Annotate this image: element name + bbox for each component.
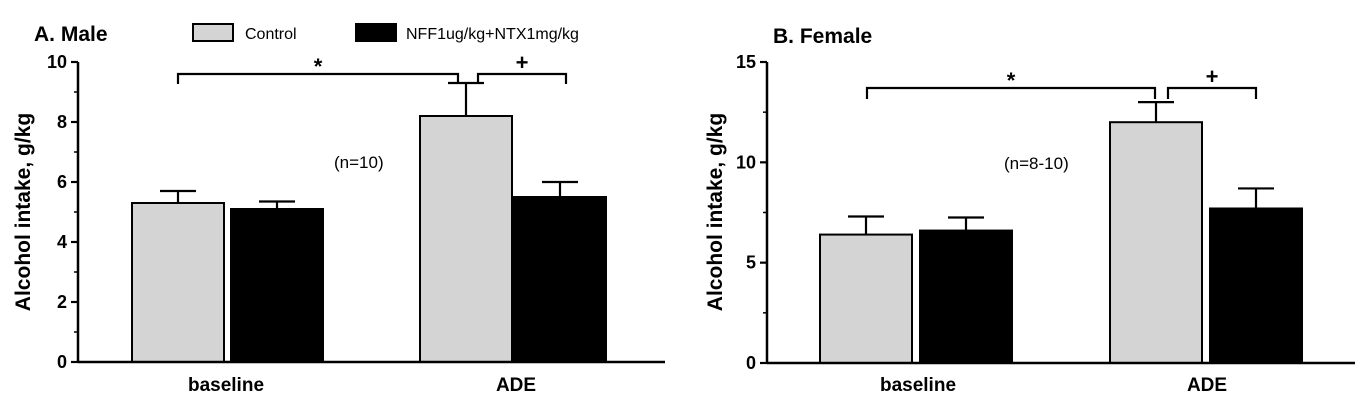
bar <box>513 196 607 363</box>
bar <box>419 115 513 363</box>
y-tick-label: 8 <box>57 112 67 132</box>
bar <box>230 208 324 363</box>
y-tick-label: 10 <box>736 152 756 172</box>
significance-bracket <box>1166 86 1258 99</box>
y-tick-label: 4 <box>57 232 67 252</box>
y-tick-label: 0 <box>57 352 67 372</box>
y-tick-label: 5 <box>746 253 756 273</box>
y-tick-label: 6 <box>57 172 67 192</box>
y-tick-label: 2 <box>57 292 67 312</box>
panel-title: A. Male <box>34 23 108 46</box>
bar <box>1209 207 1303 364</box>
legend-label-control: Control <box>245 26 297 43</box>
significance-bracket <box>476 72 568 84</box>
significance-symbol: + <box>1206 64 1219 89</box>
legend-swatch-control <box>192 23 234 42</box>
panel-female: B. Female Alcohol intake, g/kg (n=8-10) … <box>704 25 1355 396</box>
y-tick-label: 15 <box>736 52 756 72</box>
y-tick-label: 0 <box>746 353 756 373</box>
y-axis-label: Alcohol intake, g/kg <box>704 113 727 311</box>
significance-symbol: * <box>1007 68 1016 93</box>
sample-size-note: (n=10) <box>334 153 384 172</box>
bar <box>919 229 1013 364</box>
significance-symbol: + <box>516 50 529 75</box>
legend: Control NFF1ug/kg+NTX1mg/kg <box>192 23 579 43</box>
significance-symbol: * <box>314 54 323 79</box>
significance-bracket <box>176 72 460 84</box>
panel-male: A. Male Alcohol intake, g/kg (n=10) base… <box>12 23 665 396</box>
bar <box>1109 121 1203 364</box>
plot-area: baseline ADE 0 5 10 15 * + <box>736 52 1355 396</box>
y-tick-label: 10 <box>47 52 67 72</box>
panel-title: B. Female <box>773 25 872 48</box>
bar <box>131 202 225 363</box>
y-axis-label: Alcohol intake, g/kg <box>12 113 35 311</box>
sample-size-note: (n=8-10) <box>1004 154 1069 173</box>
plot-area: baseline ADE 0 2 4 6 8 10 * + <box>47 50 665 396</box>
category-label: ADE <box>496 375 536 396</box>
bar <box>819 233 913 364</box>
category-label: baseline <box>880 375 956 396</box>
significance-bracket <box>865 86 1157 99</box>
legend-label-treatment: NFF1ug/kg+NTX1mg/kg <box>406 26 579 43</box>
legend-swatch-treatment <box>355 23 397 42</box>
category-label: ADE <box>1187 375 1227 396</box>
category-label: baseline <box>188 375 264 396</box>
